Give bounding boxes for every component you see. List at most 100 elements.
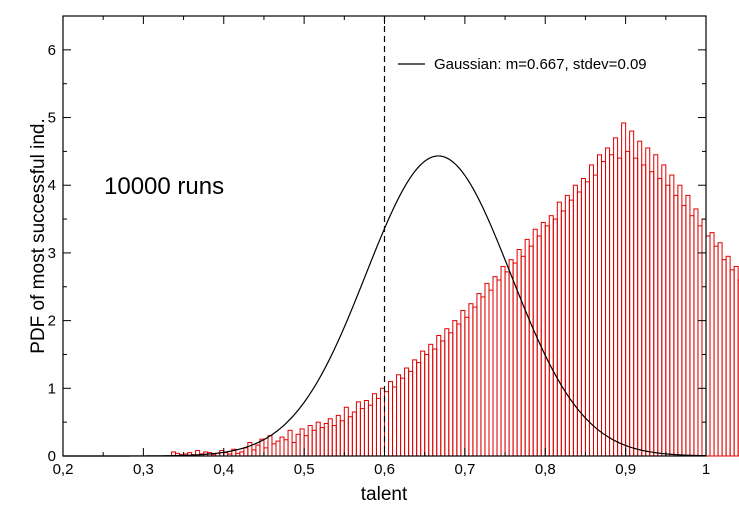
x-tick-label: 0,7	[454, 461, 475, 478]
histogram-bar	[319, 427, 325, 457]
histogram-bar	[508, 259, 514, 457]
histogram-bar	[496, 279, 502, 457]
histogram-bar	[247, 441, 253, 457]
histogram-bar	[444, 328, 450, 457]
histogram-bar	[456, 323, 462, 457]
histogram-bar	[556, 201, 562, 457]
histogram-bar	[621, 122, 627, 457]
histogram-bar	[576, 191, 582, 457]
histogram-bar	[516, 249, 522, 457]
histogram-bar	[472, 306, 478, 457]
histogram-bar	[388, 381, 394, 457]
histogram-bar	[613, 137, 619, 457]
histogram-bar	[528, 245, 534, 457]
histogram-bar	[649, 171, 655, 457]
histogram-bar	[596, 154, 603, 457]
histogram-bar	[677, 184, 683, 457]
histogram-bar	[476, 293, 482, 457]
histogram-bar	[428, 343, 434, 457]
histogram-bar	[697, 225, 703, 457]
histogram-bar	[552, 218, 558, 457]
histogram-bar	[637, 140, 643, 457]
histogram-bar	[251, 449, 257, 457]
histogram-bar	[633, 157, 639, 457]
histogram-bar	[568, 199, 574, 457]
histogram-bar	[681, 205, 687, 457]
histogram-bar	[588, 164, 594, 457]
histogram-bar	[592, 174, 598, 457]
histogram-bar	[705, 235, 711, 457]
histogram-bar	[661, 164, 667, 457]
histogram-bar	[693, 208, 699, 457]
histogram-bar	[263, 447, 269, 457]
histogram-bar	[311, 429, 317, 457]
histogram-bar	[339, 420, 345, 457]
histogram-bar	[267, 435, 273, 457]
histogram-bar	[279, 436, 285, 457]
histogram-bar	[404, 367, 410, 457]
axis-tick-labels: 0,2 0,3 0,4 0,5 0,6 0,7 0,8 0,9 1 0 1 2 3 4 5 6	[48, 42, 711, 478]
histogram-bar	[673, 194, 679, 457]
histogram-bar	[721, 259, 727, 457]
x-tick-label: 0,5	[294, 461, 315, 478]
histogram-bar	[303, 435, 309, 457]
histogram-bar	[733, 265, 739, 457]
histogram-bar	[713, 245, 719, 457]
y-axis-title: PDF of most successful ind.	[28, 118, 49, 353]
histogram-bar	[512, 262, 518, 457]
histogram-bar	[605, 147, 611, 457]
histogram-bar	[408, 370, 414, 457]
histogram-bar	[645, 147, 651, 457]
histogram-bar	[275, 440, 281, 457]
histogram-bar	[532, 228, 538, 457]
histogram-bar	[492, 276, 498, 457]
histogram-bar	[355, 401, 361, 457]
histogram-bar	[335, 414, 341, 457]
legend: Gaussian: m=0.667, stdev=0.09	[398, 56, 647, 73]
histogram-bar	[717, 242, 723, 457]
runs-annotation: 10000 runs	[104, 173, 224, 200]
y-tick-label: 3	[48, 245, 56, 262]
y-tick-label: 1	[48, 380, 56, 397]
histogram-bar	[609, 154, 615, 457]
histogram-bar	[323, 423, 329, 457]
histogram-bar	[689, 215, 695, 457]
histogram-bar	[520, 255, 526, 457]
histogram-bar	[584, 181, 590, 457]
histogram-bar	[500, 265, 506, 457]
histogram-bar	[255, 444, 261, 457]
histogram-bar	[420, 350, 426, 457]
histogram-bar	[347, 416, 353, 457]
histogram-bar	[629, 130, 635, 457]
histogram-bar	[396, 374, 402, 457]
histogram-bar	[625, 150, 631, 457]
histogram-bar	[379, 387, 386, 457]
axis-ticks	[62, 15, 707, 457]
histogram-bar	[641, 164, 647, 457]
histogram-bar	[371, 393, 377, 457]
histogram-bar	[701, 218, 707, 457]
histogram-bar	[384, 391, 390, 457]
histogram-bars	[171, 122, 739, 457]
histogram-bar	[452, 320, 458, 457]
histogram-bar	[653, 154, 659, 457]
x-tick-label: 0,6	[374, 461, 395, 478]
histogram-bar	[709, 232, 715, 457]
histogram-bar	[448, 332, 454, 457]
x-tick-label: 0,4	[213, 461, 234, 478]
histogram-bar	[729, 269, 735, 457]
histogram-bar	[412, 359, 418, 457]
y-tick-label: 5	[48, 110, 56, 127]
histogram-bar	[560, 210, 566, 457]
histogram-bar	[524, 238, 530, 457]
y-tick-label: 6	[48, 42, 56, 59]
histogram-bar	[271, 443, 277, 457]
histogram-bar	[480, 296, 486, 457]
x-axis-title: talent	[361, 484, 408, 505]
histogram-bar	[343, 406, 349, 457]
y-tick-label: 2	[48, 313, 56, 330]
histogram-bar	[432, 348, 438, 457]
histogram-bar	[657, 177, 663, 457]
histogram-bar	[436, 335, 442, 457]
